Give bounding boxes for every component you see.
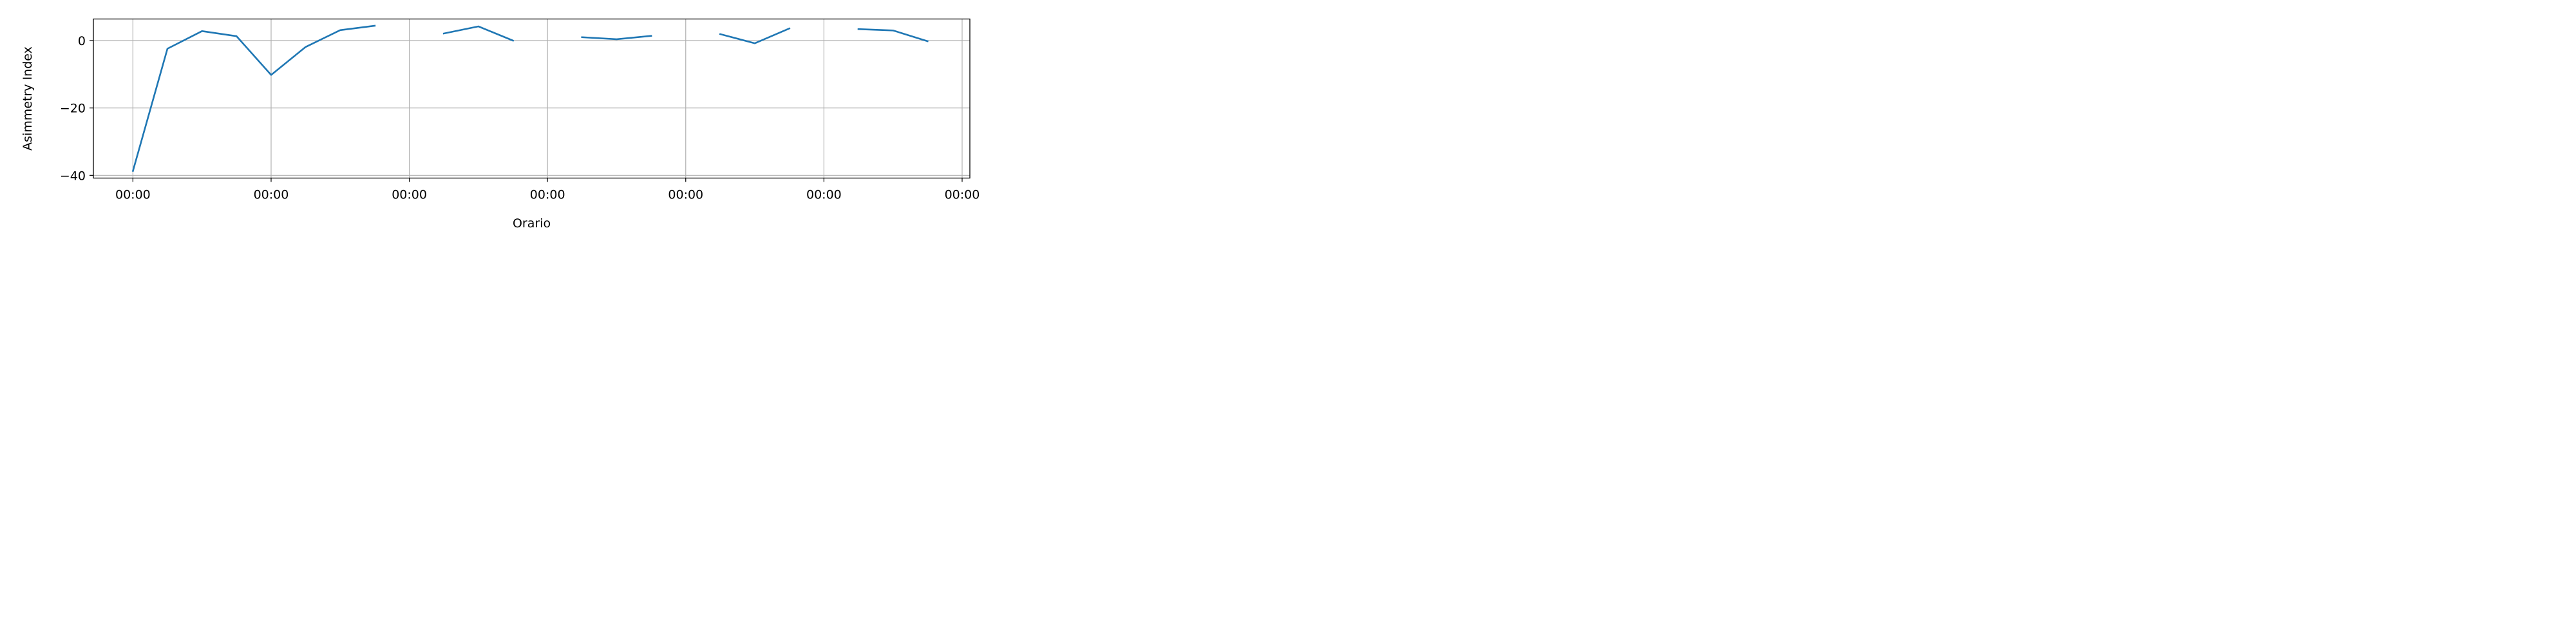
- y-tick-label: 0: [78, 34, 86, 48]
- x-axis-label: Orario: [513, 216, 551, 231]
- chart: 00:00 00:00 00:00 00:00 00:00 00:00 00:00 0 −20 −…: [0, 0, 1008, 252]
- x-tick-label: 00:00: [115, 188, 151, 202]
- x-tick-label: 00:00: [392, 188, 427, 202]
- x-tick-label: 00:00: [254, 188, 289, 202]
- y-tick-label: −40: [60, 169, 86, 183]
- x-tick-label: 00:00: [668, 188, 703, 202]
- grid: [93, 19, 970, 178]
- series-layer: [131, 24, 929, 173]
- series-line-segment: [131, 24, 376, 173]
- plot-frame: [93, 18, 971, 179]
- series-line-segment: [581, 35, 652, 41]
- x-tick-label: 00:00: [530, 188, 565, 202]
- y-axis-label: Asimmetry Index: [21, 46, 35, 151]
- series-line-segment: [442, 25, 515, 42]
- series-line-segment: [857, 28, 929, 43]
- series-line-segment: [719, 27, 791, 44]
- chart-svg: 00:00 00:00 00:00 00:00 00:00 00:00 00:00 0 −20 −…: [21, 18, 980, 231]
- x-tick-label: 00:00: [806, 188, 842, 202]
- x-tick-label: 00:00: [945, 188, 980, 202]
- ticks: 00:00 00:00 00:00 00:00 00:00 00:00 00:00 0 −20 −…: [60, 34, 980, 202]
- y-tick-label: −20: [60, 102, 86, 116]
